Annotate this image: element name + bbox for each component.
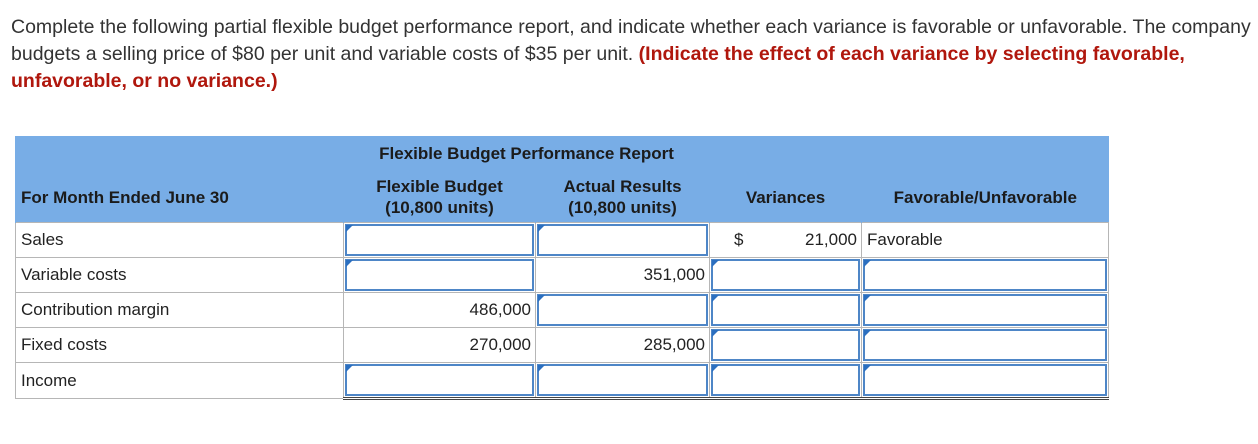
currency-symbol: $ (734, 230, 744, 249)
income-variance-input[interactable] (709, 362, 863, 400)
report-title: Flexible Budget Performance Report (342, 136, 710, 172)
effect-header: Favorable/Unfavorable (861, 172, 1109, 223)
table-row-variable-costs: Variable costs 351,000 (15, 257, 1110, 293)
table-row-fixed-costs: Fixed costs 270,000 285,000 (15, 327, 1110, 363)
contribution-margin-actual-input[interactable] (534, 292, 711, 328)
contribution-margin-variance-input[interactable] (709, 292, 863, 328)
actual-results-title: Actual Results (563, 177, 682, 196)
sales-variance-cell: $ 21,000 (709, 222, 863, 258)
variable-costs-variance-input[interactable] (709, 257, 863, 293)
sales-effect-value: Favorable (861, 222, 1110, 258)
flexible-budget-units: (10,800 units) (385, 198, 494, 217)
flexible-budget-header: Flexible Budget (10,800 units) (343, 172, 536, 223)
period-label: For Month Ended June 30 (15, 172, 344, 223)
instructions: Complete the following partial flexible … (11, 14, 1251, 95)
row-label: Fixed costs (15, 327, 344, 363)
fixed-costs-actual-value: 285,000 (534, 327, 711, 363)
table-row-sales: Sales $ 21,000 Favorable (15, 222, 1110, 258)
flexible-budget-title: Flexible Budget (376, 177, 503, 196)
sales-flexible-input[interactable] (343, 222, 536, 258)
instructions-text: Complete the following partial flexible … (11, 16, 1251, 65)
table-row-income: Income (15, 362, 1110, 400)
table-row-contribution-margin: Contribution margin 486,000 (15, 292, 1110, 328)
income-actual-input[interactable] (534, 362, 711, 400)
sales-actual-input[interactable] (534, 222, 711, 258)
income-effect-select[interactable] (861, 362, 1110, 400)
variable-costs-flexible-input[interactable] (343, 257, 536, 293)
row-label: Sales (15, 222, 344, 258)
variances-header: Variances (709, 172, 862, 223)
variable-costs-effect-select[interactable] (861, 257, 1110, 293)
instructions-emphasis: (Indicate the effect of each variance by… (11, 43, 1185, 92)
actual-results-units: (10,800 units) (568, 198, 677, 217)
fixed-costs-flexible-value: 270,000 (343, 327, 536, 363)
variable-costs-actual-value: 351,000 (534, 257, 711, 293)
income-flexible-input[interactable] (343, 362, 536, 400)
row-label: Contribution margin (15, 292, 344, 328)
actual-results-header: Actual Results (10,800 units) (534, 172, 710, 223)
performance-report-table: Flexible Budget Performance Report For M… (15, 136, 1110, 400)
sales-variance-value: 21,000 (805, 230, 858, 249)
fixed-costs-variance-input[interactable] (709, 327, 863, 363)
contribution-margin-effect-select[interactable] (861, 292, 1110, 328)
row-label: Income (15, 362, 344, 399)
contribution-margin-flexible-value: 486,000 (343, 292, 536, 328)
fixed-costs-effect-select[interactable] (861, 327, 1110, 363)
row-label: Variable costs (15, 257, 344, 293)
